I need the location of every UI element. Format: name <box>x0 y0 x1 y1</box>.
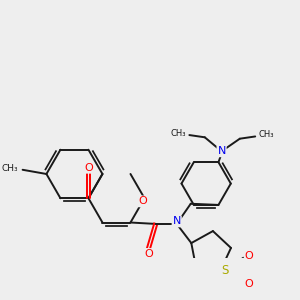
Text: O: O <box>244 251 253 261</box>
Text: O: O <box>139 196 147 206</box>
Text: N: N <box>218 146 226 156</box>
Text: N: N <box>172 216 181 226</box>
Text: O: O <box>244 280 253 290</box>
Text: O: O <box>84 163 93 172</box>
Text: CH₃: CH₃ <box>171 129 186 138</box>
Text: CH₃: CH₃ <box>1 164 18 173</box>
Text: S: S <box>221 264 229 277</box>
Text: O: O <box>144 249 153 259</box>
Text: CH₃: CH₃ <box>258 130 274 140</box>
